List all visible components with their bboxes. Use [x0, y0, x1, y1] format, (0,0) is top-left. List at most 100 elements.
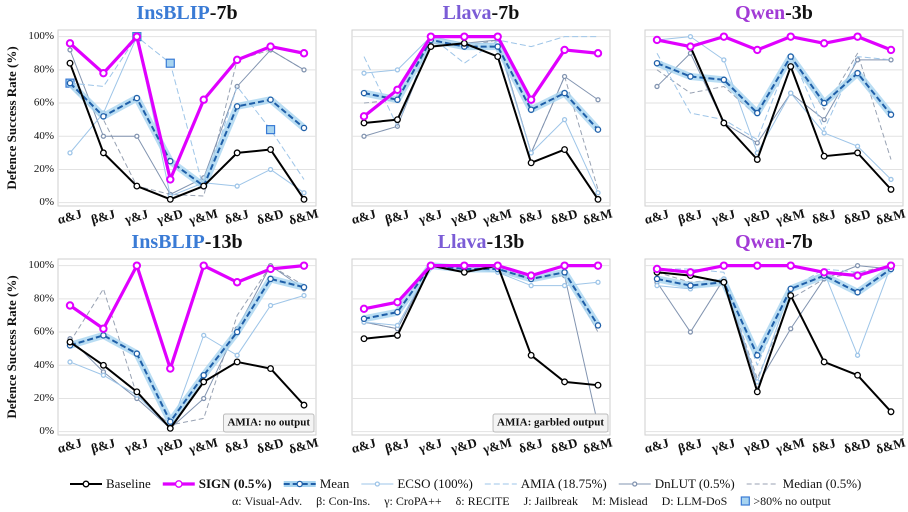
point [653, 275, 661, 283]
point [299, 261, 309, 270]
x-tick-label: γ&J [122, 206, 150, 227]
title-variant: -13b [205, 231, 243, 253]
title-model: Qwen [735, 2, 785, 24]
x-tick-label: α&J [643, 206, 671, 227]
series-line [69, 264, 305, 371]
series-line [68, 35, 305, 182]
x-tick-label: γ&D [154, 435, 184, 457]
x-tick-label: δ&J [517, 206, 545, 227]
series-line [656, 265, 892, 386]
point [100, 372, 107, 378]
point [232, 278, 242, 287]
legend-label: Baseline [106, 476, 151, 491]
y-tick-label: 80% [34, 292, 54, 304]
point [888, 57, 894, 63]
point [527, 351, 535, 359]
point [653, 59, 661, 67]
x-tick-label: δ&J [810, 435, 838, 456]
plot-area [351, 258, 611, 436]
series-line [363, 38, 599, 131]
point [460, 268, 468, 276]
point [820, 99, 828, 107]
point [526, 95, 536, 104]
point [99, 149, 107, 157]
series-line [69, 62, 305, 201]
series-line [656, 268, 892, 357]
point [233, 358, 241, 366]
x-tick-label: γ&M [480, 435, 513, 457]
point [652, 264, 662, 274]
point [560, 45, 569, 55]
series-line [69, 277, 305, 423]
y-tick-label: 20% [34, 392, 54, 404]
x-tick-label: γ&J [416, 206, 444, 227]
x-tick-label: γ&M [480, 206, 513, 228]
legend-label: SIGN (0.5%) [199, 476, 272, 491]
legend-marker [374, 481, 380, 487]
point [821, 117, 827, 123]
point [426, 32, 436, 41]
point [393, 297, 402, 307]
point [687, 73, 694, 80]
plot-area [57, 258, 317, 436]
series-line [656, 271, 892, 413]
series-line [69, 36, 305, 190]
series-line [363, 264, 599, 387]
point [234, 83, 240, 90]
point [888, 176, 894, 183]
point [886, 45, 896, 55]
series-line [69, 36, 305, 197]
point [854, 143, 861, 149]
x-tick-label: δ&M [287, 205, 320, 227]
point [654, 83, 660, 90]
legend-note: δ: RECITE [456, 494, 510, 508]
x-tick-label: δ&J [223, 206, 251, 227]
x-tick-label: β&J [676, 435, 704, 456]
legend-marker [632, 481, 638, 487]
x-tick-label: γ&D [741, 435, 771, 457]
point [100, 113, 107, 120]
title-model: Llava [438, 231, 487, 253]
point [720, 76, 728, 84]
point [132, 261, 142, 270]
plot-area [57, 29, 317, 207]
legend-note: β: Con-Ins. [316, 494, 370, 508]
point [299, 49, 309, 58]
point [200, 182, 208, 190]
point [133, 388, 141, 396]
point [687, 282, 694, 289]
point [199, 261, 208, 270]
y-tick-label: 40% [34, 359, 54, 371]
panel-title: InsBLIP-7b [136, 2, 237, 24]
point [528, 282, 534, 289]
series-line [69, 265, 305, 429]
point [753, 388, 761, 396]
point [753, 156, 761, 163]
legend-marker [174, 480, 183, 488]
point [720, 278, 728, 286]
point [393, 85, 402, 94]
x-tick-label: δ&M [874, 205, 907, 227]
point [394, 96, 401, 103]
point [66, 338, 74, 346]
point [100, 133, 107, 139]
point [594, 195, 602, 203]
point [595, 279, 601, 285]
point [561, 73, 568, 80]
legend-marker [296, 480, 303, 488]
x-tick-label: δ&M [874, 434, 907, 456]
legend-marker [82, 480, 90, 488]
point [787, 63, 795, 70]
point [853, 271, 862, 280]
point [426, 261, 436, 270]
point [854, 57, 861, 63]
title-variant: -7b [210, 2, 238, 24]
title-variant: -3b [785, 2, 813, 24]
point [686, 42, 695, 51]
point [886, 261, 896, 270]
series-line [656, 38, 892, 191]
point [267, 166, 274, 173]
point [100, 332, 107, 339]
x-tick-label: γ&M [186, 206, 219, 228]
point [686, 268, 695, 277]
